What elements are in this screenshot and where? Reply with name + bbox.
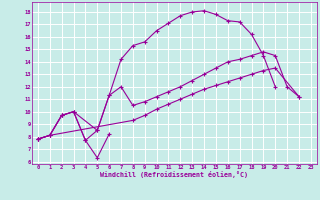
X-axis label: Windchill (Refroidissement éolien,°C): Windchill (Refroidissement éolien,°C)	[100, 171, 248, 178]
